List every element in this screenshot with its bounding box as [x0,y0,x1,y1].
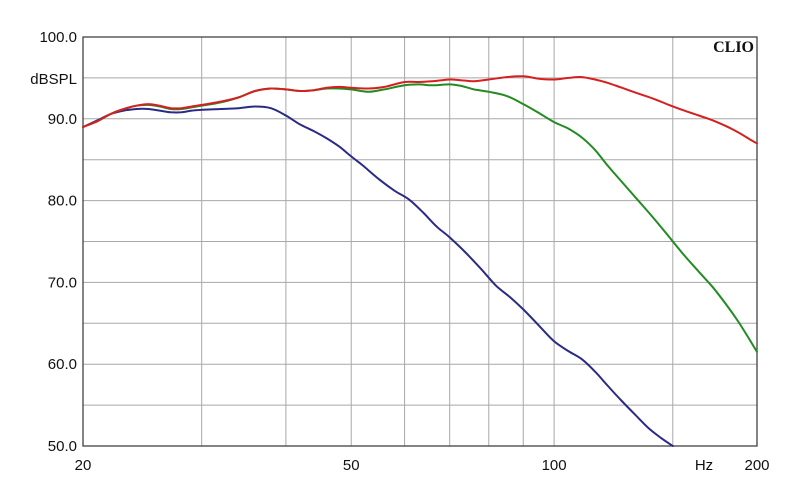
x-tick-label: 100 [542,457,567,474]
y-tick-label: 50.0 [48,438,77,455]
y-tick-label: 90.0 [48,111,77,128]
plot-frame [82,36,758,447]
x-tick-label: 20 [75,457,92,474]
y-tick-label: 100.0 [39,29,77,46]
brand-label: CLIO [713,39,754,56]
x-axis-unit-label: Hz [695,457,713,474]
y-axis-label: dBSPL [30,71,77,88]
y-tick-label: 60.0 [48,356,77,373]
y-tick-label: 80.0 [48,193,77,210]
x-tick-label: 200 [744,457,769,474]
series-line-1 [82,105,674,447]
series-line-3 [82,75,758,145]
y-tick-label: 70.0 [48,274,77,291]
x-tick-label: 50 [343,457,360,474]
